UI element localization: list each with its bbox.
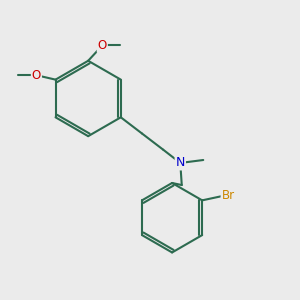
Text: N: N xyxy=(176,157,185,169)
Text: O: O xyxy=(32,69,41,82)
Text: Br: Br xyxy=(221,189,235,203)
Text: O: O xyxy=(98,39,107,52)
